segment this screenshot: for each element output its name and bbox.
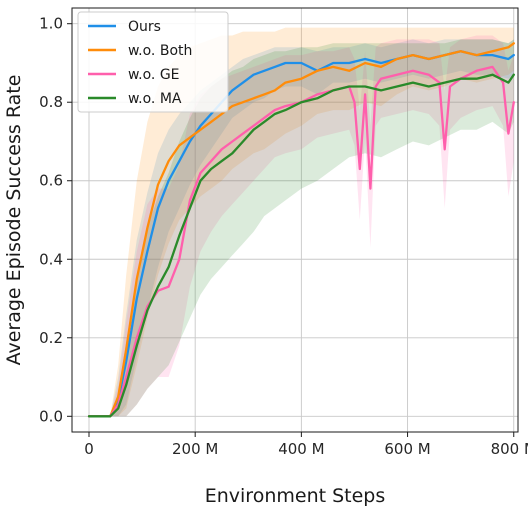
legend-label-w-o-ge: w.o. GE bbox=[128, 67, 180, 83]
legend-label-w-o-both: w.o. Both bbox=[128, 43, 192, 59]
y-tick-labels: 0.0 0.2 0.4 0.6 0.8 1.0 bbox=[39, 15, 63, 426]
series-line-w-o-both bbox=[87, 42, 515, 418]
plot-frame bbox=[71, 7, 519, 433]
series-lines bbox=[87, 42, 515, 418]
band-w-o-ge bbox=[89, 35, 514, 417]
legend-label-w-o-ma: w.o. MA bbox=[128, 91, 182, 107]
y-tick-label: 0.4 bbox=[39, 250, 63, 268]
x-tick-label: 800 M bbox=[491, 440, 528, 458]
y-tick-label: 1.0 bbox=[39, 15, 63, 33]
y-tick-label: 0.2 bbox=[39, 329, 63, 347]
legend-label-ours: Ours bbox=[128, 19, 161, 35]
y-tick-label: 0.0 bbox=[39, 407, 63, 425]
x-tick-label: 0 bbox=[84, 440, 94, 458]
x-tick-label: 600 M bbox=[384, 440, 430, 458]
axis-ticks bbox=[67, 23, 515, 437]
x-tick-label: 400 M bbox=[278, 440, 324, 458]
y-tick-label: 0.6 bbox=[39, 172, 63, 190]
legend-box bbox=[77, 11, 229, 113]
x-tick-labels: 0 200 M 400 M 600 M 800 M bbox=[84, 440, 528, 458]
y-tick-label: 0.8 bbox=[39, 93, 63, 111]
x-tick-label: 200 M bbox=[172, 440, 218, 458]
y-axis-label: Average Episode Success Rate bbox=[3, 75, 25, 366]
series-line-w-o-ma bbox=[87, 73, 515, 418]
band-w-o-both bbox=[89, 27, 514, 417]
legend: Ours w.o. Both w.o. GE w.o. MA bbox=[77, 11, 229, 113]
x-axis-label: Environment Steps bbox=[205, 485, 386, 507]
